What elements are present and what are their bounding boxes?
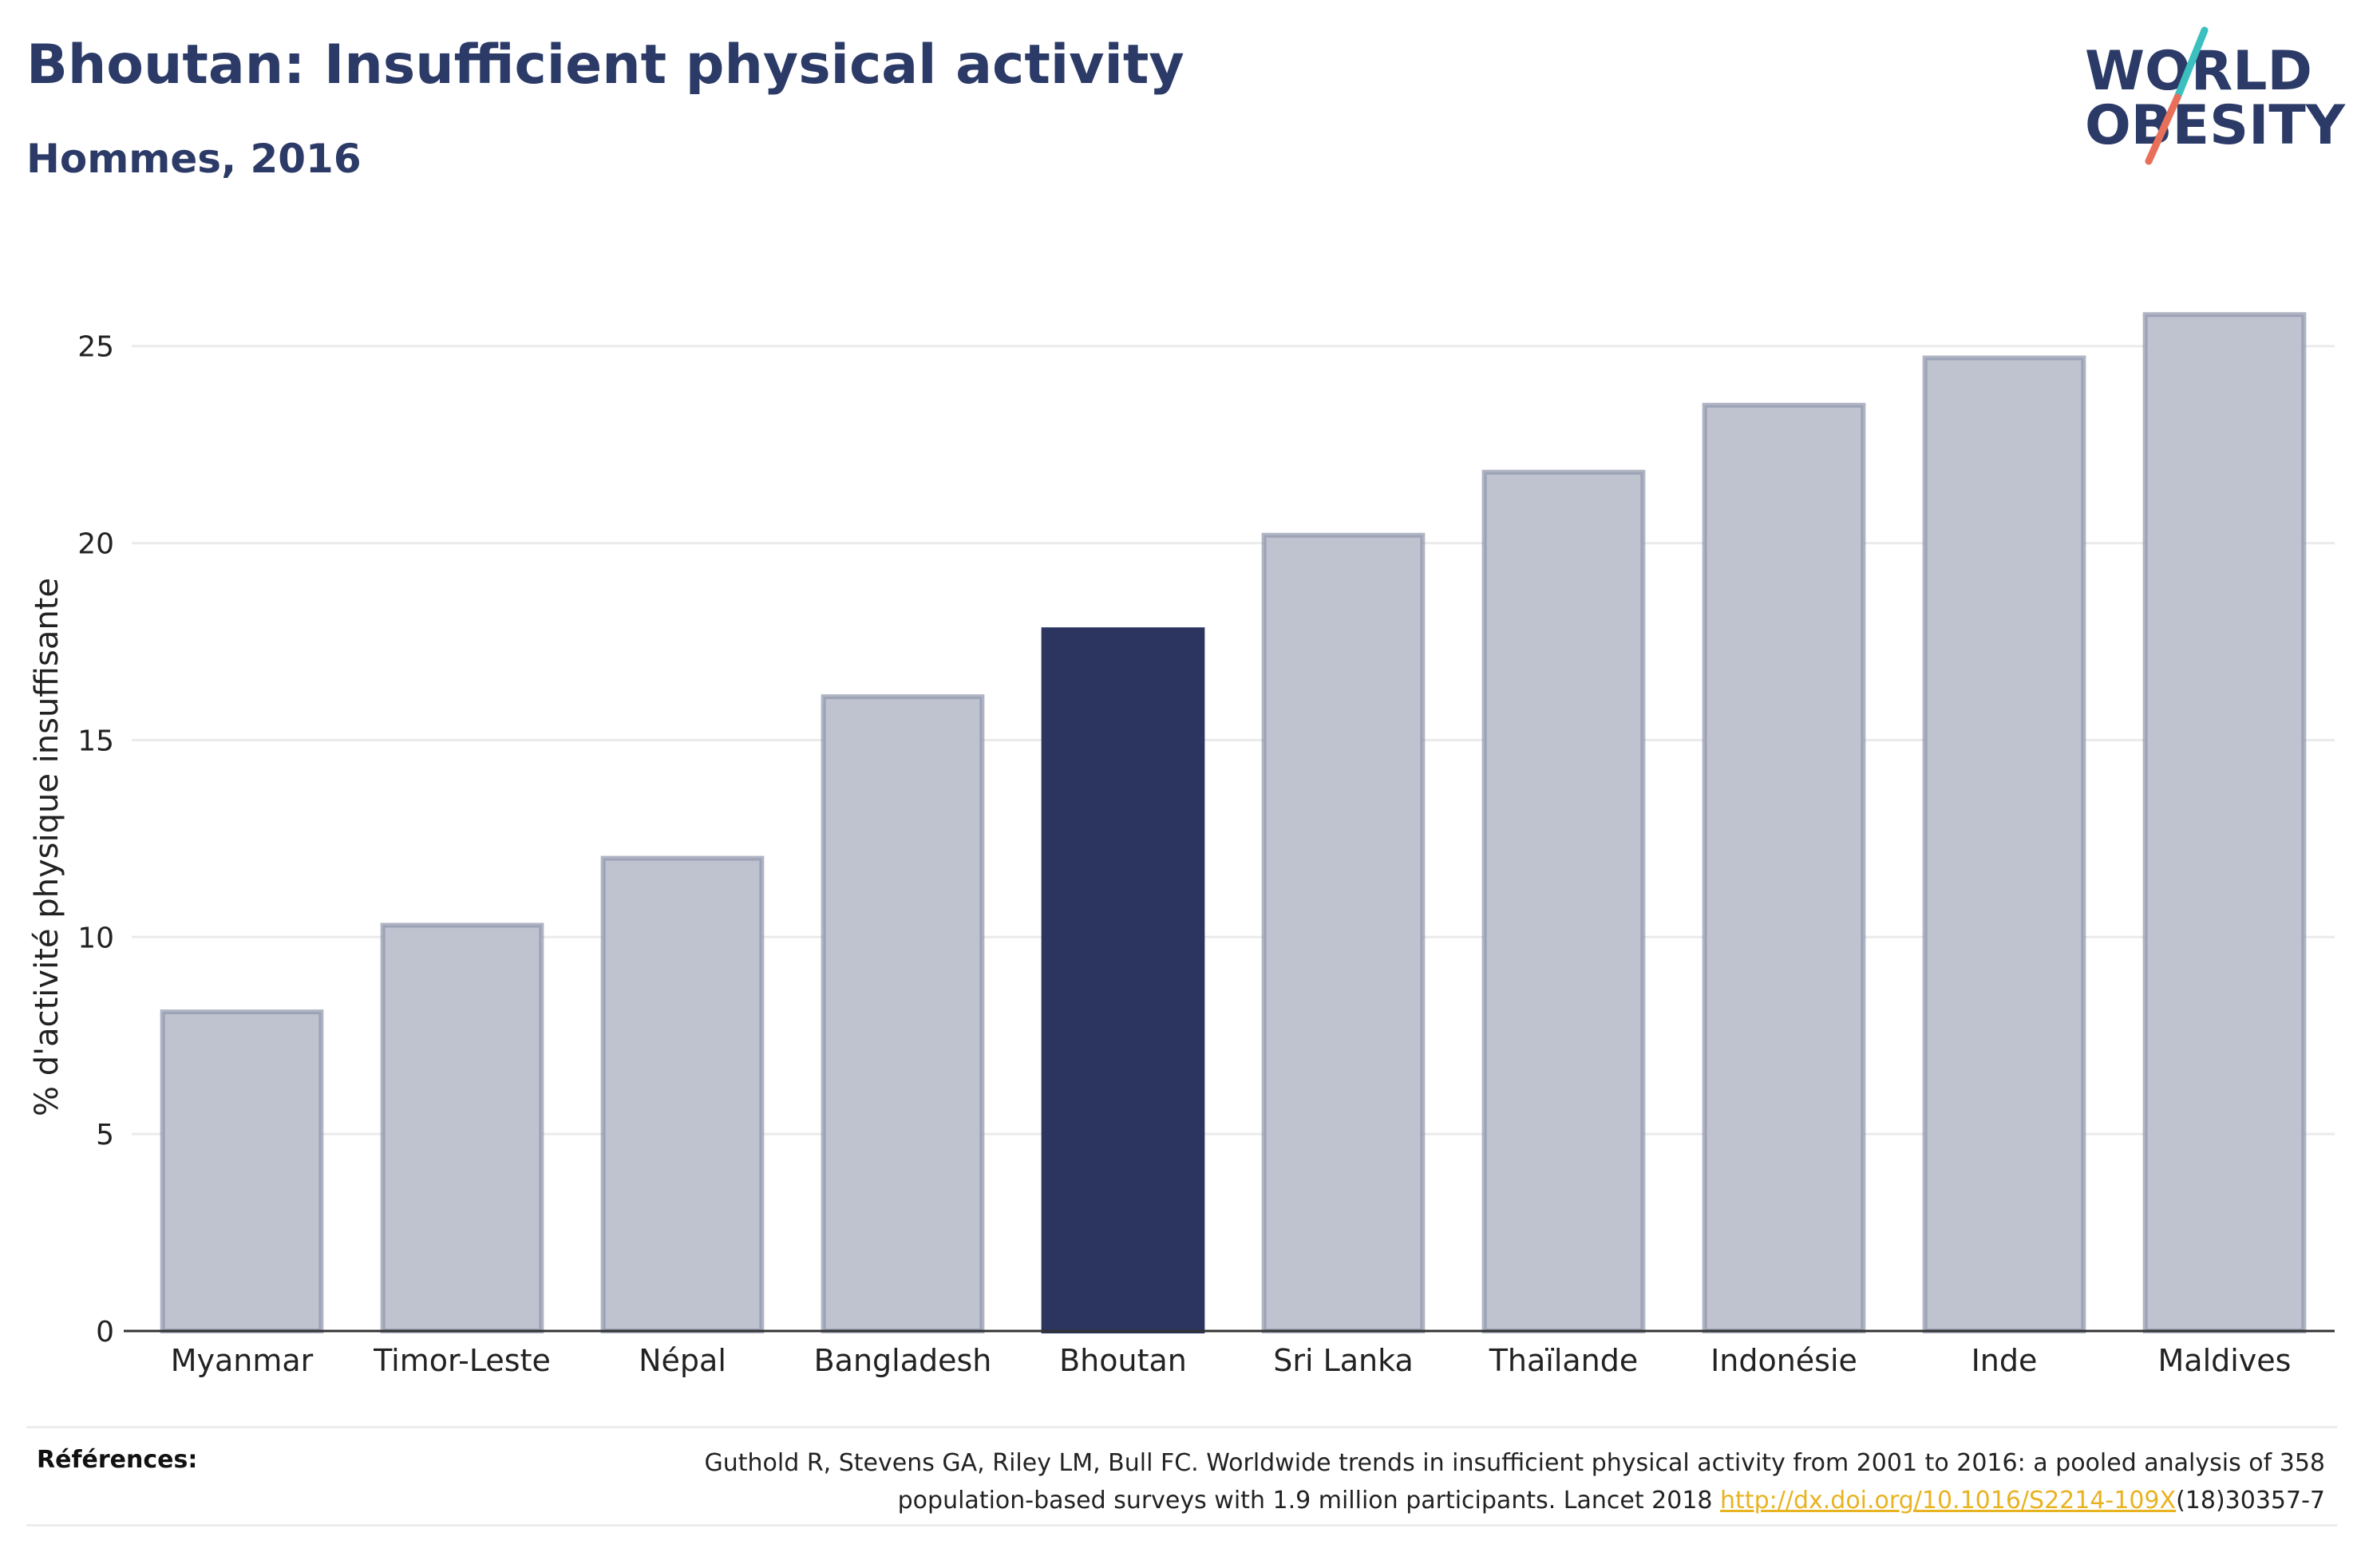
bar-n-pal[interactable] [600, 855, 765, 1333]
y-tick-label: 0 [96, 1316, 114, 1349]
bar-bangladesh[interactable] [821, 694, 985, 1333]
references-citation: Guthold R, Stevens GA, Riley LM, Bull FC… [704, 1449, 2325, 1515]
references-label: Références: [37, 1446, 198, 1474]
bar-tha-lande[interactable] [1481, 469, 1646, 1333]
bar-maldives[interactable] [2142, 312, 2307, 1334]
x-category-label: Maldives [2158, 1343, 2292, 1378]
x-category-label: Sri Lanka [1273, 1343, 1414, 1378]
y-tick-label: 25 [77, 331, 114, 364]
references-doi-link[interactable]: http://dx.doi.org/10.1016/S2214-109X [1720, 1487, 2177, 1515]
references-divider-top [26, 1426, 2337, 1428]
bar-sri-lanka[interactable] [1261, 532, 1426, 1333]
bar-inde[interactable] [1922, 355, 2086, 1333]
y-ticks-layer: 0 5 10 15 20 25 [77, 331, 114, 1349]
x-category-label: Indonésie [1710, 1343, 1857, 1378]
bar-chart: 0 5 10 15 20 25 Myanmar Timor-Leste Népal Bangla… [29, 312, 2335, 1378]
world-obesity-logo: WORLD OBESITY [2085, 26, 2346, 165]
x-category-label: Myanmar [171, 1343, 314, 1378]
logo-line-2: OBESITY [2085, 94, 2346, 157]
page-subtitle: Hommes, 2016 [26, 136, 362, 182]
bar-myanmar[interactable] [160, 1009, 324, 1333]
x-category-label: Inde [1971, 1343, 2038, 1378]
bar-timor-leste[interactable] [380, 922, 544, 1334]
x-category-label: Bangladesh [814, 1343, 992, 1378]
x-category-label: Népal [639, 1343, 726, 1378]
logo-slash-top [2173, 26, 2209, 101]
page-title: Bhoutan: Insufficient physical activity [26, 34, 1184, 97]
references-text: Guthold R, Stevens GA, Riley LM, Bull FC… [569, 1444, 2325, 1519]
x-category-label: Bhoutan [1059, 1343, 1187, 1378]
bars-layer [160, 312, 2307, 1334]
y-tick-label: 5 [96, 1119, 114, 1151]
bar-indon-sie[interactable] [1702, 402, 1866, 1334]
logo-slash-bottom [2145, 93, 2181, 165]
x-category-label: Thaïlande [1489, 1343, 1639, 1378]
x-category-label: Timor-Leste [373, 1343, 551, 1378]
references-citation-suffix: (18)30357-7 [2176, 1487, 2325, 1515]
y-tick-label: 20 [77, 528, 114, 561]
y-axis-title: % d'activité physique insuffisante [29, 578, 65, 1116]
bar-bhoutan[interactable] [1041, 627, 1205, 1333]
references-divider-bottom [26, 1524, 2337, 1527]
y-tick-label: 15 [77, 725, 114, 757]
x-categories-layer: Myanmar Timor-Leste Népal Bangladesh Bhoutan… [171, 1343, 2292, 1378]
y-tick-label: 10 [77, 922, 114, 954]
